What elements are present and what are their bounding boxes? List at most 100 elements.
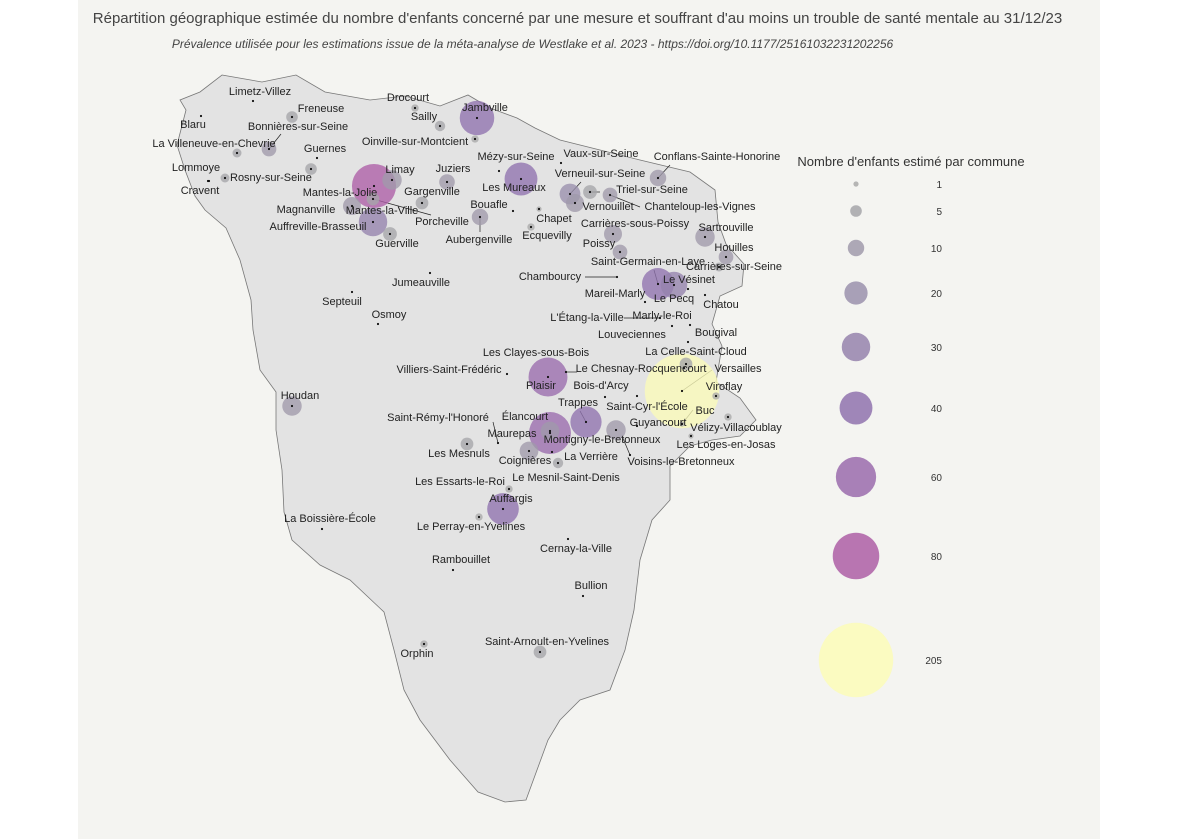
label-auffargis: Auffargis — [489, 493, 533, 505]
label-carrieres-sur-seine: Carrières-sur-Seine — [686, 261, 782, 273]
label-montigny-le-bretonneux: Montigny-le-Bretonneux — [544, 434, 661, 446]
legend-bubble-60 — [835, 456, 877, 498]
dot-la-villeneuve-en-chevrie — [235, 151, 239, 155]
label-mezy-sur-seine: Mézy-sur-Seine — [477, 151, 554, 163]
dot-verneuil-sur-seine — [568, 192, 572, 196]
dot-guyancourt — [614, 428, 618, 432]
dot-jumeauville — [428, 271, 432, 275]
label-freneuse: Freneuse — [298, 103, 344, 115]
legend-bubble-205 — [818, 622, 894, 698]
dot-drocourt — [413, 106, 417, 110]
label-houdan: Houdan — [281, 390, 320, 402]
label-louveciennes: Louveciennes — [598, 329, 666, 341]
leader-saint-remy-l-honore — [492, 421, 499, 444]
dot-porcheville — [371, 197, 375, 201]
label-drocourt: Drocourt — [387, 92, 429, 104]
dot-carrieres-sous-poissy — [611, 232, 615, 236]
dot-bougival — [686, 340, 690, 344]
label-poissy: Poissy — [583, 238, 616, 250]
label-oinville-sur-montcient: Oinville-sur-Montcient — [362, 136, 468, 148]
dot-juziers — [445, 180, 449, 184]
legend-value-20: 20 — [931, 289, 943, 300]
legend-value-40: 40 — [931, 404, 943, 415]
dot-buc — [680, 422, 684, 426]
label-cernay-la-ville: Cernay-la-Ville — [540, 543, 612, 555]
label-bougival: Bougival — [695, 327, 737, 339]
label-septeuil: Septeuil — [322, 296, 362, 308]
label-mantes-la-jolie: Mantes-la-Jolie — [303, 187, 378, 199]
dot-montigny-le-bretonneux — [635, 424, 639, 428]
dot-poissy — [618, 250, 622, 254]
dot-mareil-marly — [643, 300, 647, 304]
label-velizy-villacoublay: Vélizy-Villacoublay — [690, 422, 782, 434]
label-la-boissiere-ecole: La Boissière-École — [284, 512, 376, 525]
dot-velizy-villacoublay — [726, 415, 730, 419]
dot-louveciennes — [688, 323, 692, 327]
dot-vernouillet — [573, 201, 577, 205]
dot-bonnieres-sur-seine — [267, 147, 271, 151]
label-vernouillet: Vernouillet — [582, 201, 633, 213]
legend-bubble-80 — [832, 532, 880, 580]
dot-chatou — [703, 293, 707, 297]
dot-carrieres-sur-seine — [717, 265, 721, 269]
legend-bubble-30 — [841, 332, 871, 362]
dot-marly-le-roi — [670, 324, 674, 328]
label-chatou: Chatou — [703, 299, 738, 311]
label-limay: Limay — [385, 164, 415, 176]
dot-chanteloup-les-vignes — [608, 193, 612, 197]
label-houilles: Houilles — [714, 242, 754, 254]
dot-freneuse — [290, 115, 294, 119]
dot-guernes — [315, 156, 319, 160]
dot-gargenville — [420, 201, 424, 205]
dot-le-mesnil-saint-denis — [550, 450, 554, 454]
label-saint-remy-l-honore: Saint-Rémy-l'Honoré — [387, 412, 489, 424]
dot-le-vesinet — [686, 287, 690, 291]
label-aubergenville: Aubergenville — [446, 234, 513, 246]
dot-mantes-la-jolie — [372, 184, 376, 188]
label-orphin: Orphin — [400, 648, 433, 660]
dot-l-etang-la-ville — [658, 316, 662, 320]
label-les-mureaux: Les Mureaux — [482, 182, 546, 194]
map-subtitle: Prévalence utilisée pour les estimations… — [171, 37, 894, 51]
legend-bubble-20 — [844, 281, 868, 305]
dot-oinville-sur-montcient — [473, 137, 477, 141]
label-la-verriere: La Verrière — [564, 451, 618, 463]
dot-bouafle — [511, 209, 515, 213]
dot-bullion — [581, 594, 585, 598]
dot-le-perray-en-yvelines — [477, 515, 481, 519]
label-osmoy: Osmoy — [372, 309, 407, 321]
map-title: Répartition géographique estimée du nomb… — [92, 10, 1063, 27]
legend: Nombre d'enfants estimé par commune 1 5 10… — [797, 154, 1025, 698]
dot-bois-d-arcy — [603, 395, 607, 399]
label-le-mesnil-saint-denis: Le Mesnil-Saint-Denis — [512, 472, 620, 484]
dot-auffreville-brasseuil — [309, 167, 313, 171]
label-ecquevilly: Ecquevilly — [522, 230, 572, 242]
label-carrieres-sous-poissy: Carrières-sous-Poissy — [581, 218, 690, 230]
label-cravent: Cravent — [181, 185, 220, 197]
legend-bubble-5 — [850, 205, 862, 217]
dot-limetz-villez — [251, 99, 255, 103]
label-villiers-saint-frederic: Villiers-Saint-Frédéric — [397, 364, 502, 376]
dot-auffargis — [501, 507, 505, 511]
legend-value-5: 5 — [936, 207, 942, 218]
commune-bubbles — [220, 100, 734, 659]
dot-le-pecq — [672, 283, 676, 287]
label-conflans-sainte-honorine: Conflans-Sainte-Honorine — [654, 151, 781, 163]
dot-trappes — [584, 420, 588, 424]
dot-chambourcy — [615, 275, 619, 279]
dot-houdan — [290, 404, 294, 408]
label-viroflay: Viroflay — [706, 381, 743, 393]
dot-triel-sur-seine — [588, 190, 592, 194]
dot-ecquevilly — [529, 225, 533, 229]
dot-mantes-la-ville — [371, 220, 375, 224]
label-coignieres: Coignières — [499, 455, 552, 467]
label-blaru: Blaru — [180, 119, 206, 131]
dot-limay — [390, 178, 394, 182]
dot-versailles — [680, 389, 684, 393]
dot-coignieres — [527, 449, 531, 453]
dot-conflans-sainte-honorine — [656, 176, 660, 180]
label-la-celle-saint-cloud: La Celle-Saint-Cloud — [645, 346, 747, 358]
label-gargenville: Gargenville — [404, 186, 460, 198]
label-chambourcy: Chambourcy — [519, 271, 582, 283]
label-marly-le-roi: Marly-le-Roi — [632, 310, 691, 322]
